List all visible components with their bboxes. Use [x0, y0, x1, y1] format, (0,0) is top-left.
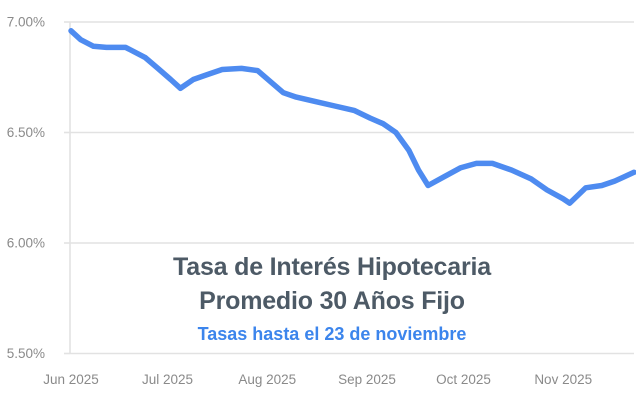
- y-axis-tick-label: 5.50%: [7, 346, 45, 361]
- x-axis-tick-label: Aug 2025: [238, 372, 296, 387]
- y-axis-tick-label: 6.50%: [7, 125, 45, 140]
- y-axis-tick-label: 6.00%: [7, 236, 45, 251]
- x-axis-tick-label: Oct 2025: [436, 372, 491, 387]
- x-axis-tick-label: Jul 2025: [142, 372, 193, 387]
- y-axis-tick-label: 7.00%: [7, 15, 45, 30]
- x-axis-tick-label: Nov 2025: [534, 372, 592, 387]
- rate-line: [68, 28, 636, 206]
- x-axis-tick-label: Jun 2025: [43, 372, 99, 387]
- x-axis-tick-label: Sep 2025: [338, 372, 396, 387]
